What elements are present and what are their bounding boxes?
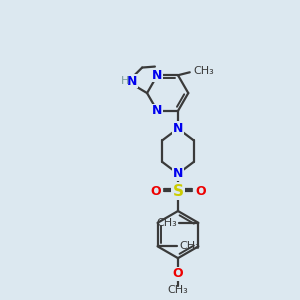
Text: O: O xyxy=(150,185,161,198)
Text: N: N xyxy=(152,104,163,117)
Text: S: S xyxy=(172,184,184,199)
Text: CH₃: CH₃ xyxy=(194,66,214,76)
Text: O: O xyxy=(173,267,183,280)
Text: CH₃: CH₃ xyxy=(168,285,188,295)
Text: CH₃: CH₃ xyxy=(179,242,200,251)
Text: N: N xyxy=(173,122,183,135)
Text: H: H xyxy=(121,76,130,86)
Text: N: N xyxy=(152,69,163,82)
Text: O: O xyxy=(195,185,206,198)
Text: CH₃: CH₃ xyxy=(156,218,177,228)
Text: N: N xyxy=(127,75,137,88)
Text: N: N xyxy=(173,167,183,180)
